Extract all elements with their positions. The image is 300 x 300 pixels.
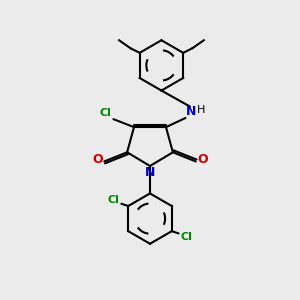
Text: Cl: Cl: [107, 195, 119, 205]
Text: O: O: [197, 153, 208, 166]
Text: N: N: [145, 167, 155, 179]
Text: Cl: Cl: [100, 108, 111, 118]
Text: H: H: [197, 105, 206, 115]
Text: Cl: Cl: [181, 232, 193, 242]
Text: N: N: [186, 105, 196, 118]
Text: O: O: [92, 153, 103, 166]
